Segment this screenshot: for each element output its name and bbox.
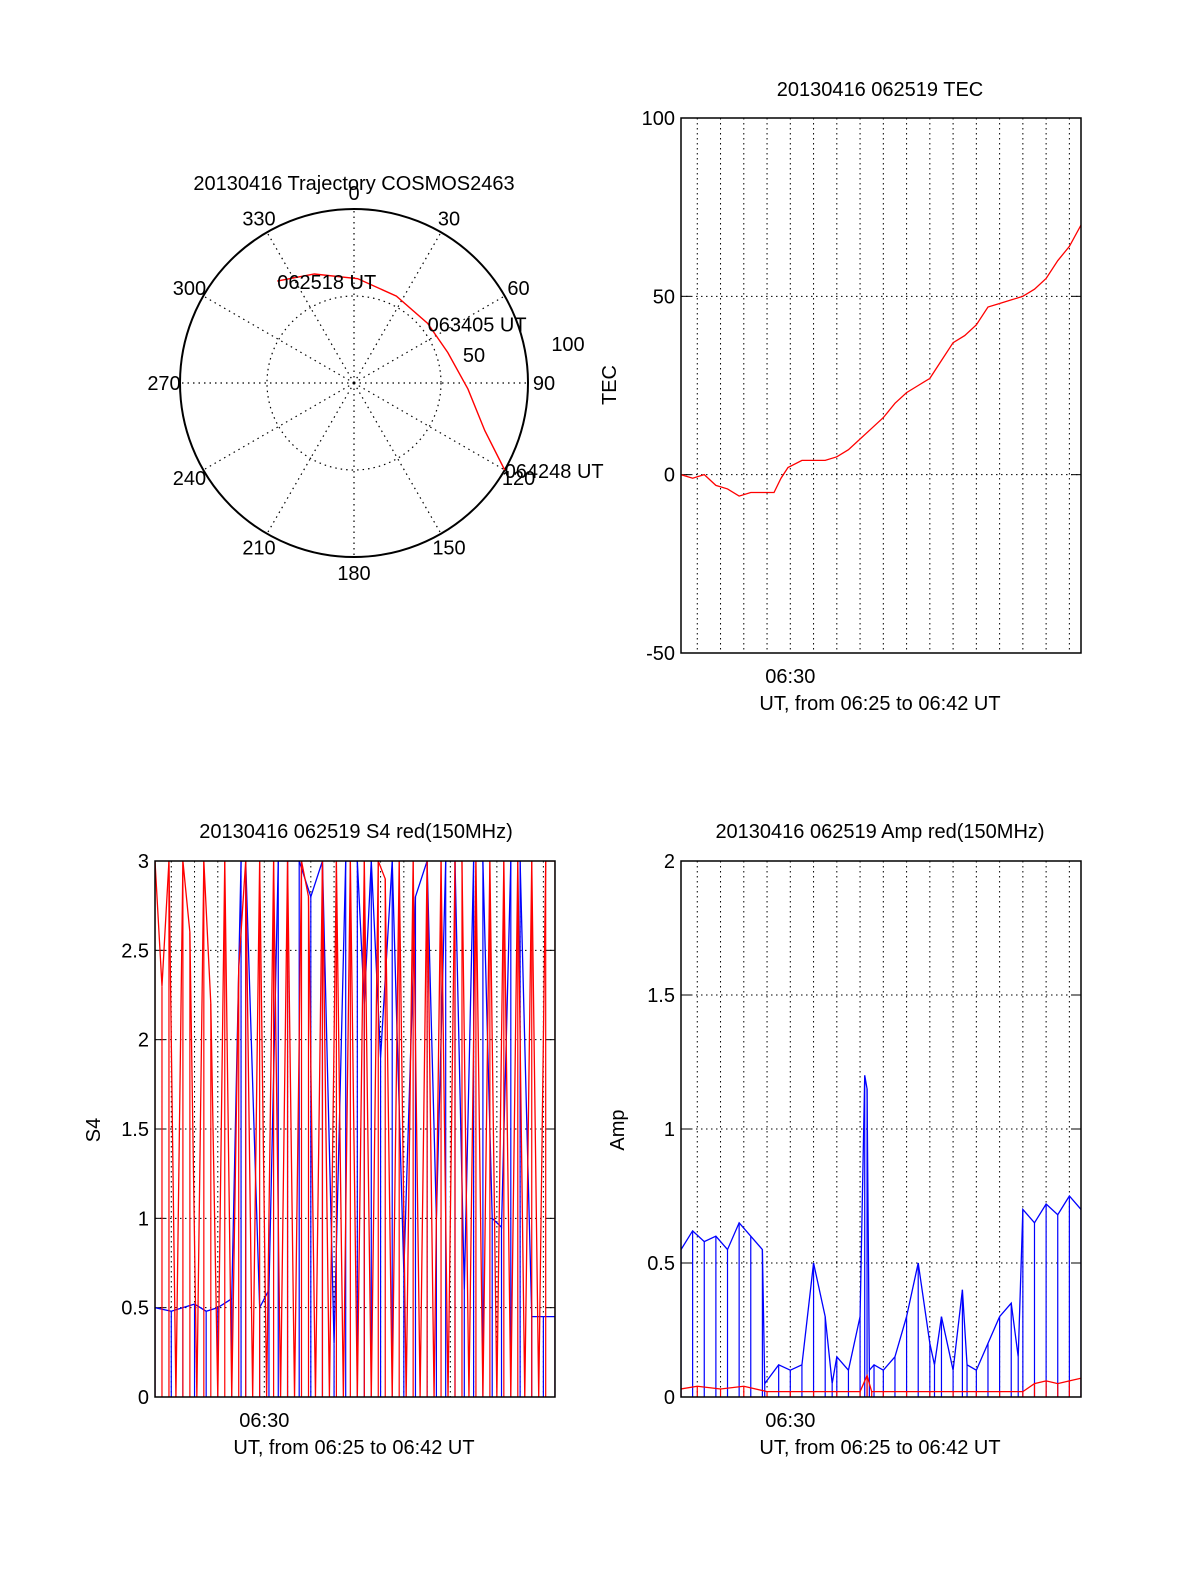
amp-xlabel: UT, from 06:25 to 06:42 UT	[759, 1437, 1000, 1459]
polar-angle-label: 150	[432, 538, 465, 560]
x-tick-label: 06:30	[765, 1410, 815, 1432]
amp-ylabel: Amp	[607, 1109, 629, 1150]
tec-ylabel: TEC	[599, 365, 621, 405]
polar-angle-label: 270	[147, 373, 180, 395]
polar-inner-circle	[266, 295, 442, 471]
series-0-line	[681, 224, 1081, 497]
polar-spoke	[353, 295, 505, 384]
x-tick-label: 06:30	[239, 1410, 289, 1432]
series-0-line	[681, 1075, 1081, 1386]
polar-angle-label: 120	[502, 468, 535, 490]
y-tick-label: 2.5	[121, 940, 149, 962]
y-tick-label: 1.5	[647, 985, 675, 1007]
polar-radial-label: 50	[463, 345, 485, 367]
y-tick-label: 0	[664, 1387, 675, 1409]
s4-title: 20130416 062519 S4 red(150MHz)	[199, 821, 513, 843]
polar-angle-label: 0	[348, 183, 359, 205]
y-tick-label: 100	[642, 108, 675, 130]
y-tick-label: -50	[646, 643, 675, 665]
plot-frame	[680, 860, 1082, 1398]
trajectory-line	[277, 273, 506, 471]
polar-radial-labels: 50 100	[463, 334, 585, 367]
polar-title: 20130416 Trajectory COSMOS2463	[193, 173, 514, 195]
s4-panel: 20130416 062519 S4 red(150MHz) S4 UT, fr…	[83, 821, 556, 1459]
polar-annotations: 062518 UT 063405 UT 064248 UT	[277, 272, 603, 483]
polar-annotation: 063405 UT	[428, 314, 527, 336]
polar-annotation: 064248 UT	[505, 461, 604, 483]
y-tick-label: 1	[664, 1119, 675, 1141]
polar-angle-label: 60	[507, 278, 529, 300]
polar-angle-label: 90	[533, 373, 555, 395]
polar-angle-label: 180	[337, 563, 370, 585]
y-tick-label: 1	[138, 1208, 149, 1230]
y-tick-label: 0.5	[647, 1253, 675, 1275]
polar-spoke	[266, 382, 355, 534]
polar-annotation: 062518 UT	[277, 272, 376, 294]
tec-title: 20130416 062519 TEC	[777, 79, 983, 101]
series-1-spikes	[155, 861, 555, 1397]
amp-panel: 20130416 062519 Amp red(150MHz) Amp UT, …	[607, 821, 1082, 1459]
y-tick-label: 50	[653, 286, 675, 308]
s4-ylabel: S4	[83, 1118, 105, 1142]
polar-spoke	[203, 382, 355, 471]
amp-title: 20130416 062519 Amp red(150MHz)	[715, 821, 1044, 843]
y-tick-label: 3	[138, 851, 149, 873]
polar-spoke	[203, 295, 355, 384]
polar-angle-labels: 0 30 60 90 120 150 180 210 240 270 300 330	[147, 183, 555, 585]
y-tick-label: 2	[664, 851, 675, 873]
s4-xlabel: UT, from 06:25 to 06:42 UT	[233, 1437, 474, 1459]
series-1-line	[681, 1373, 1081, 1393]
polar-angle-label: 240	[173, 468, 206, 490]
polar-panel: 20130416 Trajectory COSMOS2463 0 30 60 90 12…	[147, 173, 603, 585]
series-1-line	[155, 861, 555, 1397]
polar-spoke	[353, 232, 442, 384]
y-tick-label: 0	[138, 1387, 149, 1409]
polar-spoke	[353, 382, 505, 471]
y-tick-label: 0.5	[121, 1298, 149, 1320]
tec-xlabel: UT, from 06:25 to 06:42 UT	[759, 693, 1000, 715]
y-tick-label: 2	[138, 1030, 149, 1052]
plot-frame	[154, 860, 556, 1398]
polar-angle-label: 210	[242, 538, 275, 560]
y-tick-label: 0	[664, 465, 675, 487]
polar-grid	[179, 208, 529, 558]
plot-frame	[680, 117, 1082, 654]
tec-axes: -50 0 50 100 06:30	[642, 108, 1082, 688]
polar-spoke	[353, 382, 442, 534]
tec-panel: 20130416 062519 TEC TEC UT, from 06:25 t…	[599, 79, 1082, 715]
s4-axes: 0 0.5 1 1.5 2 2.5 3 06:30	[121, 851, 556, 1432]
polar-outer-circle	[179, 208, 529, 558]
series-0-spikes	[681, 1075, 1081, 1397]
x-tick-label: 06:30	[765, 666, 815, 688]
y-tick-label: 1.5	[121, 1119, 149, 1141]
amp-axes: 0 0.5 1 1.5 2 06:30	[647, 851, 1082, 1432]
polar-radial-label: 100	[551, 334, 584, 356]
polar-angle-label: 330	[242, 208, 275, 230]
polar-trajectory	[277, 273, 506, 471]
polar-spoke	[266, 232, 355, 384]
series-1-spikes	[681, 1375, 1081, 1397]
polar-angle-label: 30	[438, 208, 460, 230]
polar-angle-label: 300	[173, 278, 206, 300]
